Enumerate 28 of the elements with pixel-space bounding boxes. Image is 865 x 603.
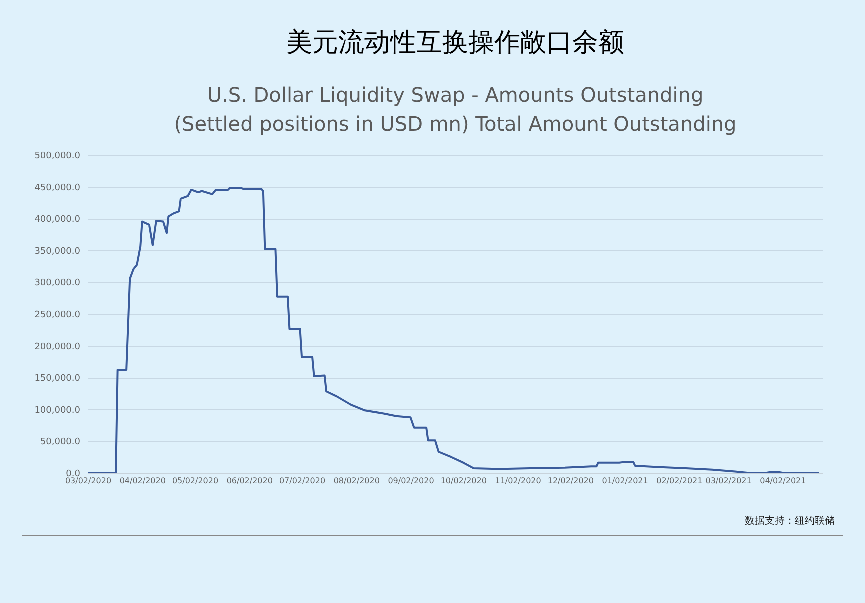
x-tick-label: 01/02/2021 [602,476,648,486]
x-tick-label: 04/02/2020 [120,476,166,486]
y-tick-label: 200,000.0 [34,342,81,352]
y-tick-label: 250,000.0 [34,310,81,320]
x-tick-label: 10/02/2020 [440,476,487,486]
y-tick-label: 100,000.0 [34,406,81,416]
x-tick-label: 02/02/2021 [656,476,703,486]
x-tick-label: 09/02/2020 [388,476,434,486]
x-tick-label: 08/02/2020 [334,476,380,486]
x-tick-label: 07/02/2020 [279,476,326,486]
x-tick-label: 11/02/2020 [495,476,542,486]
x-tick-label: 03/02/2020 [65,476,112,486]
chart-subtitle: U.S. Dollar Liquidity Swap - Amounts Outstanding (Settled positions in USD mn) Total Amount Outstanding [174,83,737,136]
text: 数据支持：纽约联储 [745,514,835,528]
chart-title: 美元流动性互换操作敞口余额 [286,28,624,58]
y-tick-label: 400,000.0 [34,215,81,226]
y-tick-label: 500,000.0 [34,152,81,162]
y-tick-label: 350,000.0 [34,246,81,257]
x-tick-label: 06/02/2020 [226,476,273,486]
line-series [88,187,820,473]
x-tick-label: 03/02/2021 [706,476,752,486]
x-tick-label: 05/02/2020 [172,476,219,486]
y-tick-label: 150,000.0 [34,374,81,384]
x-tick-label: 12/02/2020 [548,476,594,486]
x-tick-label: 04/02/2021 [760,476,806,486]
y-tick-label: 300,000.0 [34,278,81,289]
y-tick-label: 50,000.0 [40,438,81,448]
y-tick-label: 450,000.0 [34,183,81,194]
